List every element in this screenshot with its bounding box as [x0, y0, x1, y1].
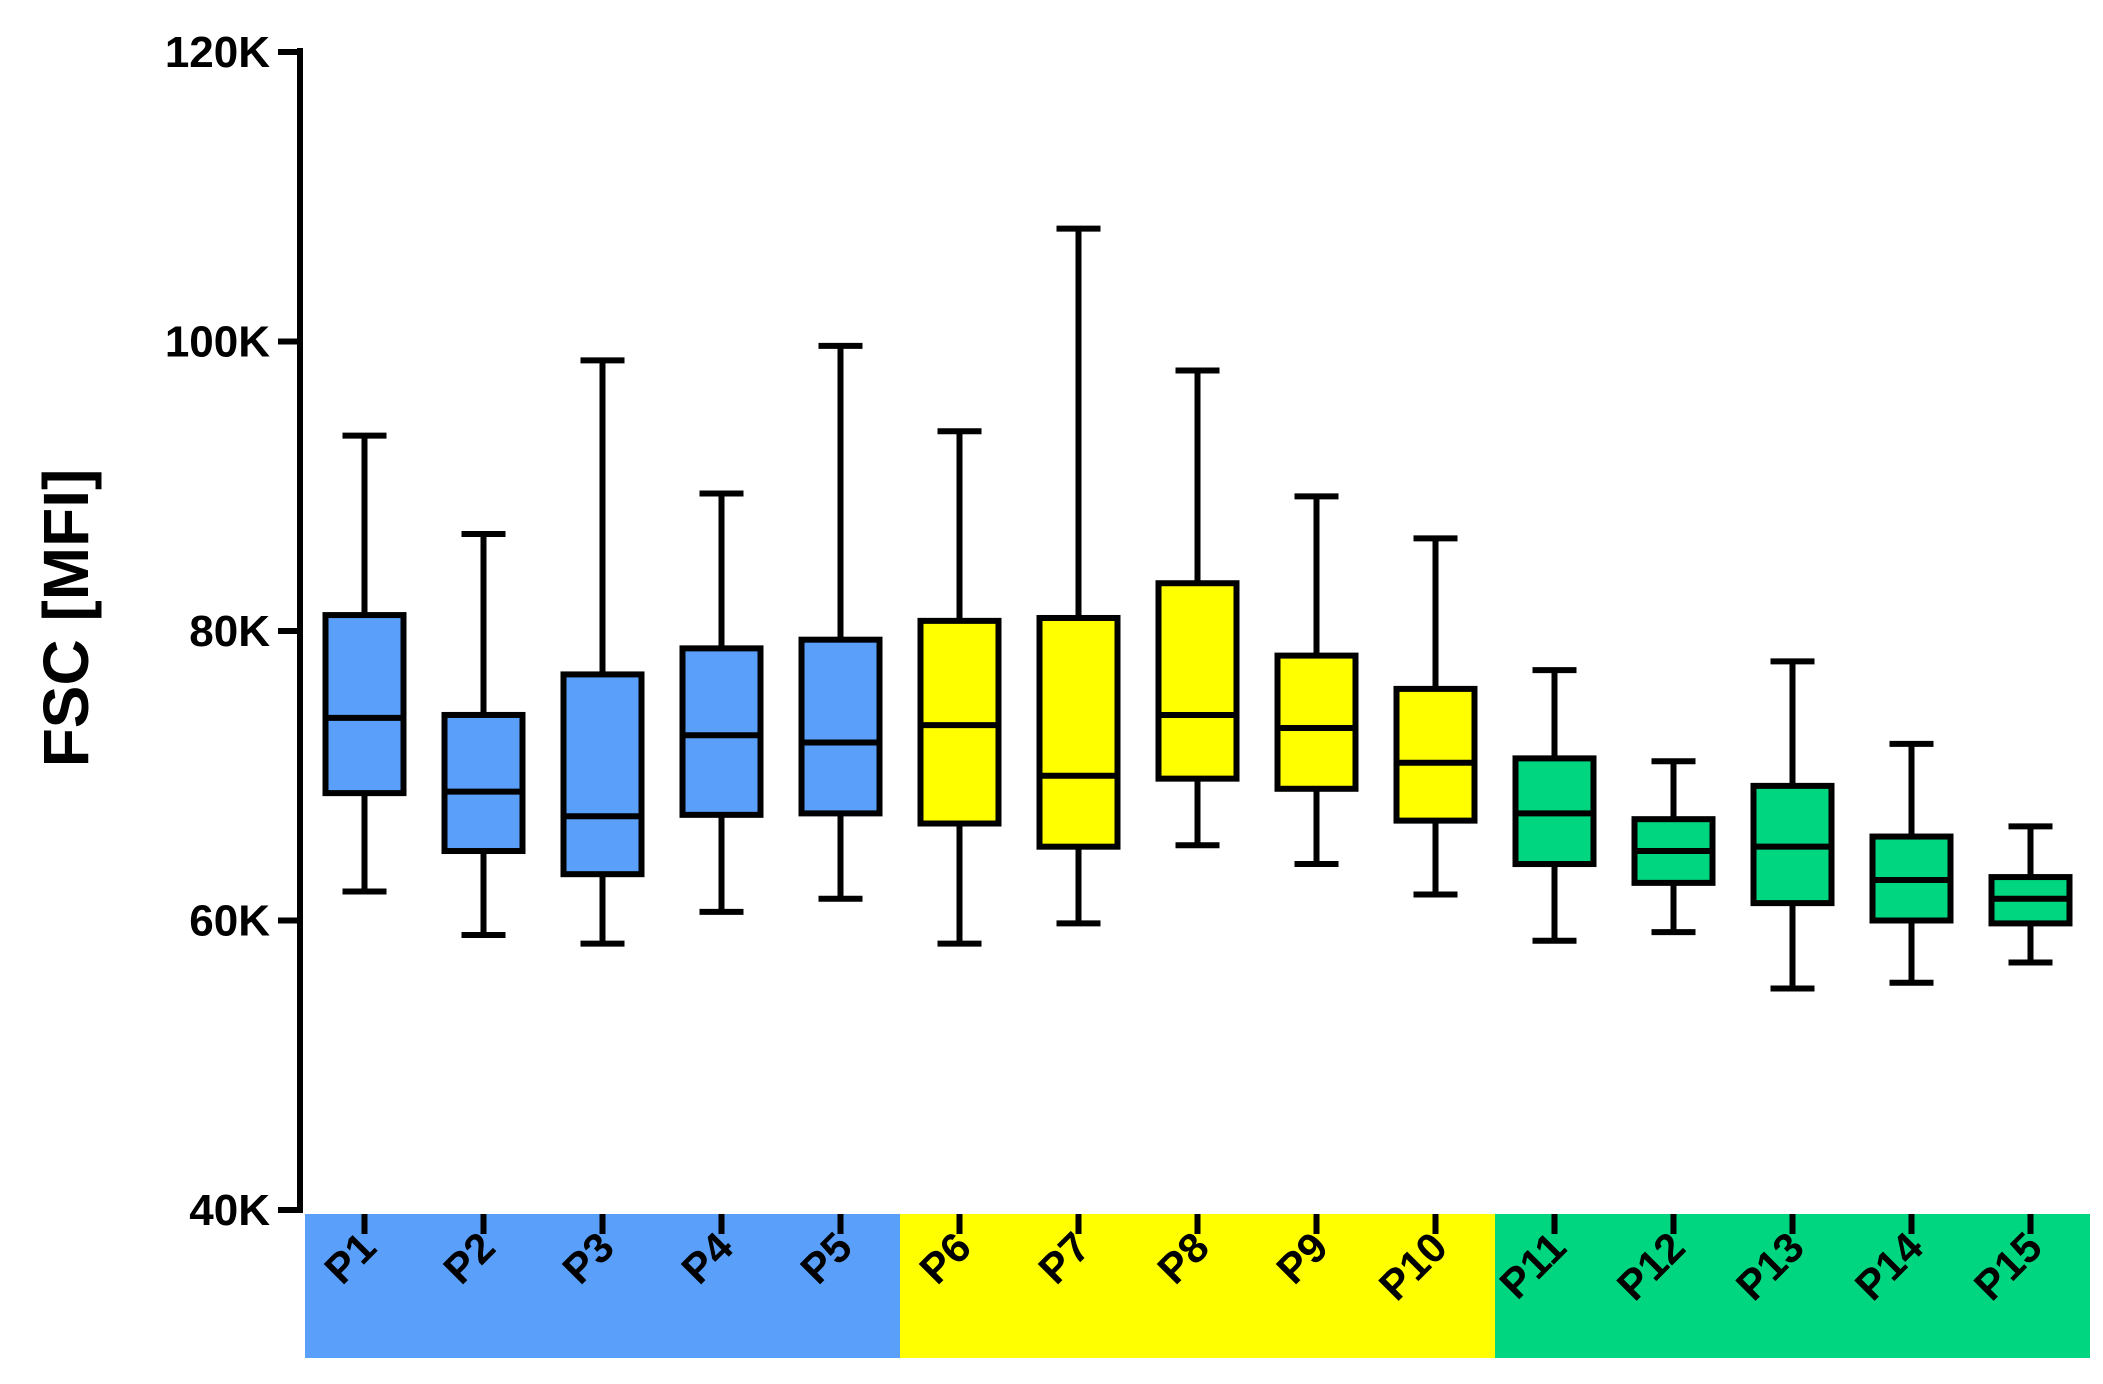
iqr-box — [322, 612, 407, 797]
iqr-box — [560, 671, 645, 878]
iqr-box — [1036, 614, 1121, 850]
box-p12 — [1631, 758, 1716, 936]
y-axis: 40K 60K 80K 100K 120K — [165, 28, 303, 1235]
box-p1 — [322, 432, 407, 895]
box-p13 — [1750, 658, 1835, 992]
category-bands — [305, 1214, 2090, 1358]
category-band-3 — [1495, 1214, 2090, 1358]
y-axis-title: FSC [MFI] — [30, 469, 102, 768]
iqr-box — [1393, 685, 1478, 824]
iqr-box — [798, 636, 883, 817]
box-p5 — [798, 342, 883, 902]
box-p14 — [1869, 740, 1954, 986]
y-tick-label: 100K — [165, 318, 270, 367]
box-p4 — [679, 490, 764, 915]
iqr-box — [441, 711, 526, 855]
box-p7 — [1036, 225, 1121, 927]
y-tick-label: 40K — [189, 1186, 270, 1235]
category-band-2 — [900, 1214, 1495, 1358]
box-p6 — [917, 428, 1002, 947]
box-p3 — [560, 357, 645, 947]
iqr-box — [679, 645, 764, 818]
y-tick-label: 120K — [165, 28, 270, 77]
y-tick-label: 60K — [189, 897, 270, 946]
y-tick-label: 80K — [189, 607, 270, 656]
box-p15 — [1988, 823, 2073, 966]
box-p9 — [1274, 493, 1359, 868]
category-band-1 — [305, 1214, 900, 1358]
iqr-box — [1274, 652, 1359, 792]
box-series — [322, 225, 2073, 992]
box-p8 — [1155, 367, 1240, 849]
box-p2 — [441, 531, 526, 938]
iqr-box — [1155, 580, 1240, 782]
box-p10 — [1393, 535, 1478, 898]
box-p11 — [1512, 667, 1597, 944]
